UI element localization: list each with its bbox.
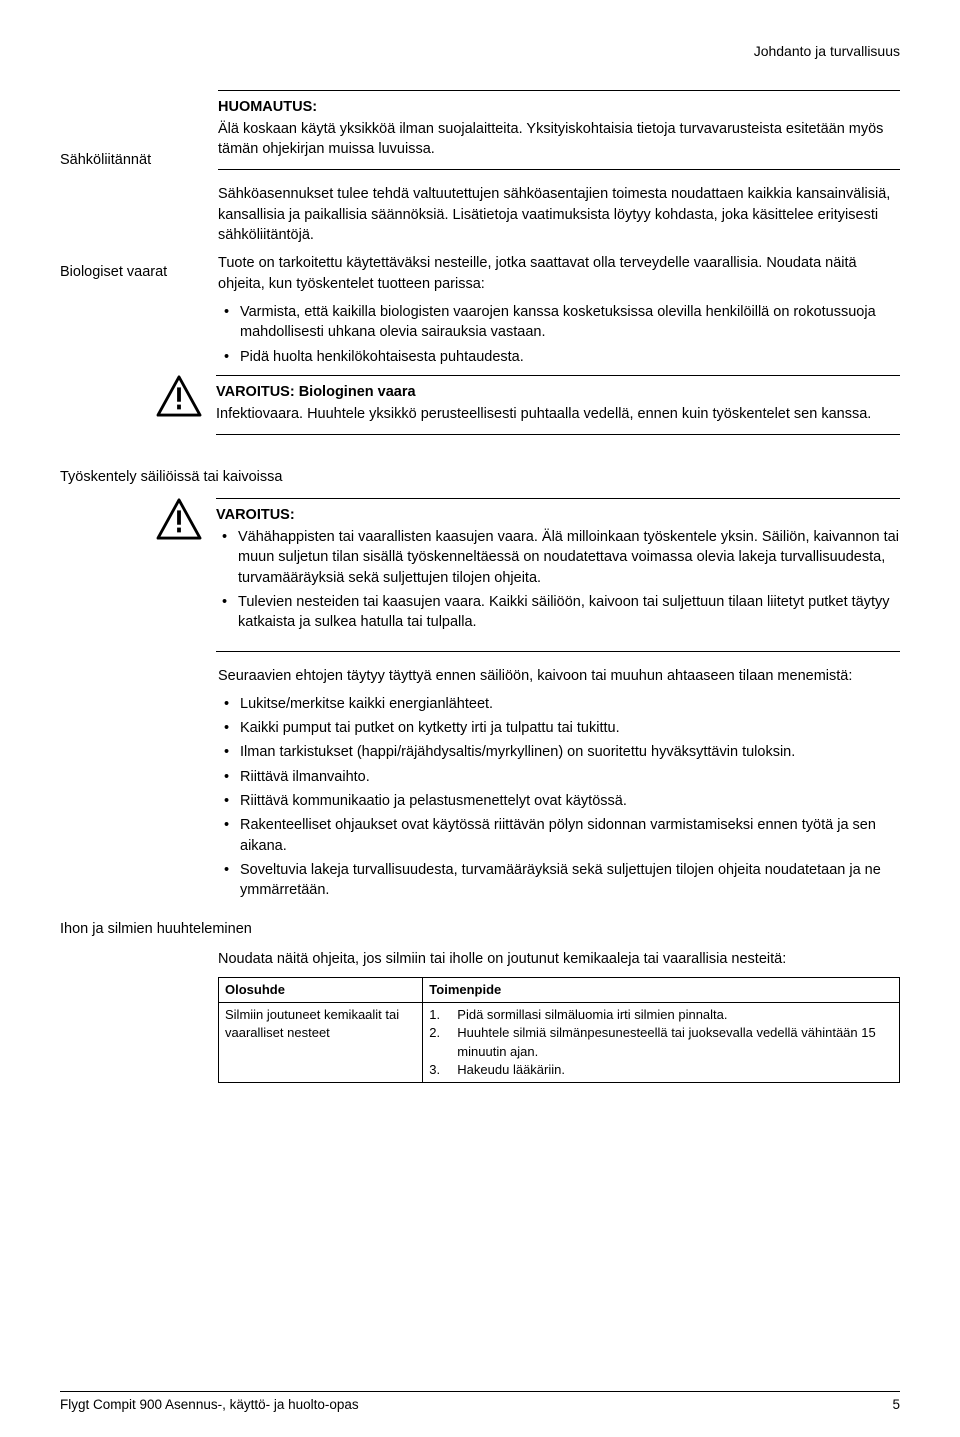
- warning-icon: [156, 498, 202, 540]
- notice-body: Älä koskaan käytä yksikköä ilman suojala…: [218, 119, 900, 160]
- list-item: Huuhtele silmiä silmänpesunesteellä tai …: [429, 1024, 893, 1060]
- electrical-paragraph: Sähköasennukset tulee tehdä valtuutettuj…: [218, 184, 900, 245]
- list-item: Pidä sormillasi silmäluomia irti silmien…: [429, 1006, 893, 1024]
- list-item: Tulevien nesteiden tai kaasujen vaara. K…: [238, 592, 900, 633]
- notice-block: HUOMAUTUS: Älä koskaan käytä yksikköä il…: [218, 90, 900, 171]
- list-item: Vähähappisten tai vaarallisten kaasujen …: [238, 527, 900, 588]
- tank-warning-title: VAROITUS:: [216, 505, 900, 525]
- table-row: Silmiin joutuneet kemikaalit tai vaarall…: [219, 1003, 900, 1083]
- main-content: Sähköliitännät Biologiset vaarat HUOMAUT…: [60, 90, 900, 450]
- biological-list: Varmista, että kaikilla biologisten vaar…: [218, 302, 900, 367]
- list-item: Varmista, että kaikilla biologisten vaar…: [240, 302, 900, 343]
- list-item: Riittävä ilmanvaihto.: [240, 767, 900, 787]
- skin-intro: Noudata näitä ohjeita, jos silmiin tai i…: [218, 949, 900, 969]
- right-column: HUOMAUTUS: Älä koskaan käytä yksikköä il…: [218, 90, 900, 450]
- conditions-list: Lukitse/merkitse kaikki energianlähteet.…: [218, 694, 900, 901]
- list-item: Riittävä kommunikaatio ja pelastusmenett…: [240, 791, 900, 811]
- bio-warning-block: VAROITUS: Biologinen vaara Infektiovaara…: [216, 375, 900, 436]
- table-header: Toimenpide: [423, 978, 900, 1003]
- biological-intro: Tuote on tarkoitettu käytettäväksi neste…: [218, 253, 900, 294]
- list-item: Rakenteelliset ohjaukset ovat käytössä r…: [240, 815, 900, 856]
- table-cell: Pidä sormillasi silmäluomia irti silmien…: [423, 1003, 900, 1083]
- label-electrical: Sähköliitännät: [60, 150, 200, 170]
- skin-heading: Ihon ja silmien huuhteleminen: [60, 919, 900, 939]
- list-item: Lukitse/merkitse kaikki energianlähteet.: [240, 694, 900, 714]
- table-cell: Silmiin joutuneet kemikaalit tai vaarall…: [219, 1003, 423, 1083]
- page-footer: Flygt Compit 900 Asennus-, käyttö- ja hu…: [60, 1391, 900, 1415]
- list-item: Kaikki pumput tai putket on kytketty irt…: [240, 718, 900, 738]
- list-item: Soveltuvia lakeja turvallisuudesta, turv…: [240, 860, 900, 901]
- skin-section: Noudata näitä ohjeita, jos silmiin tai i…: [218, 949, 900, 1083]
- list-item: Hakeudu lääkäriin.: [429, 1061, 893, 1079]
- footer-page-number: 5: [892, 1396, 900, 1415]
- conditions-intro: Seuraavien ehtojen täytyy täyttyä ennen …: [218, 666, 900, 686]
- condition-table: Olosuhde Toimenpide Silmiin joutuneet ke…: [218, 977, 900, 1083]
- label-biological: Biologiset vaarat: [60, 262, 200, 282]
- tanks-heading: Työskentely säiliöissä tai kaivoissa: [60, 467, 900, 487]
- bio-warning-body: Infektiovaara. Huuhtele yksikkö perustee…: [216, 404, 900, 424]
- table-header: Olosuhde: [219, 978, 423, 1003]
- footer-doc-title: Flygt Compit 900 Asennus-, käyttö- ja hu…: [60, 1396, 359, 1415]
- bio-warning-title: VAROITUS: Biologinen vaara: [216, 382, 900, 402]
- warning-icon: [156, 375, 202, 417]
- tanks-section: VAROITUS: Vähähappisten tai vaarallisten…: [218, 498, 900, 901]
- list-item: Pidä huolta henkilökohtaisesta puhtaudes…: [240, 347, 900, 367]
- tank-warning-list: Vähähappisten tai vaarallisten kaasujen …: [216, 527, 900, 632]
- notice-title: HUOMAUTUS:: [218, 97, 900, 117]
- tank-warning-block: VAROITUS: Vähähappisten tai vaarallisten…: [216, 498, 900, 652]
- page-section-header: Johdanto ja turvallisuus: [60, 42, 900, 62]
- list-item: Ilman tarkistukset (happi/räjähdysaltis/…: [240, 742, 900, 762]
